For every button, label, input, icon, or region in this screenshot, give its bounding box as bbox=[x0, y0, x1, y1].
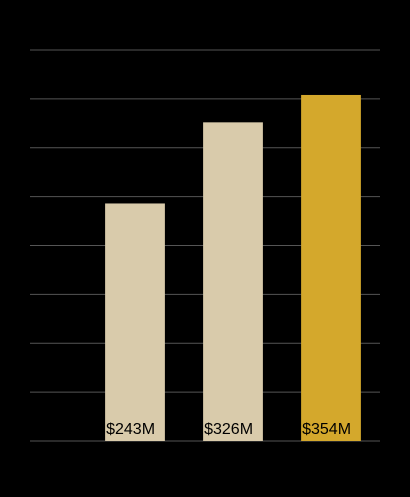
bar bbox=[203, 122, 263, 442]
value-label: $243M bbox=[106, 421, 155, 438]
bar bbox=[105, 203, 165, 441]
bar bbox=[301, 94, 361, 441]
value-label: $354M bbox=[302, 421, 351, 438]
value-label: $326M bbox=[204, 421, 253, 438]
